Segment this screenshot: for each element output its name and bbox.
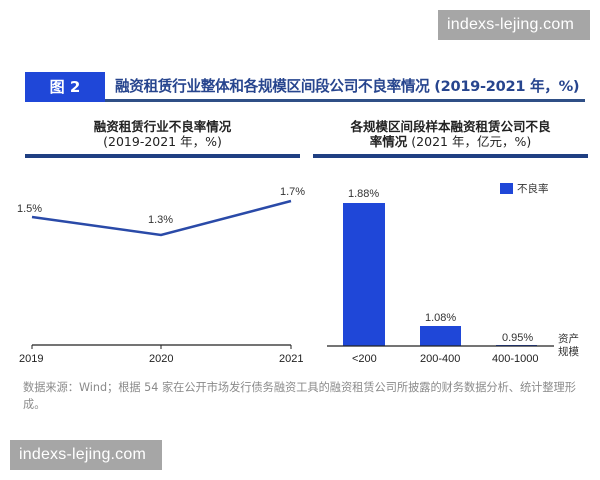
bar-chart-title-line2: 率情况	[369, 134, 408, 149]
bar-x-tick-400-1000: 400-1000	[492, 353, 539, 365]
figure-header: 图 2 融资租赁行业整体和各规模区间段公司不良率情况 (2019-2021 年，…	[25, 72, 585, 102]
bar-chart-title-line1: 各规模区间段样本融资租赁公司不良	[350, 119, 551, 134]
axis-unit-line2: 规模	[558, 346, 579, 358]
line-chart-divider	[25, 154, 300, 158]
bar-label-200-400: 1.08%	[425, 312, 456, 324]
line-chart-title-main: 融资租赁行业不良率情况	[93, 119, 232, 134]
axis-unit-line1: 资产	[558, 333, 579, 345]
legend-swatch-icon	[500, 182, 513, 194]
bar-chart: 1.88% 1.08% 0.95% <200 200-400 400-1000	[327, 188, 554, 365]
source-note: 数据来源：Wind；根据 54 家在公开市场发行债务融资工具的融资租赁公司所披露…	[23, 381, 576, 411]
legend-label: 不良率	[517, 182, 549, 195]
bar-label-400-1000: 0.95%	[502, 332, 533, 344]
line-chart-title: 融资租赁行业不良率情况 (2019-2021 年，%)	[25, 119, 300, 149]
line-series	[31, 199, 292, 237]
bar-label-lt-200: 1.88%	[348, 188, 379, 200]
bar-chart-x-axis-title: 资产 规模	[558, 333, 588, 359]
bar-lt-200	[343, 203, 385, 346]
bar-x-tick-200-400: 200-400	[420, 353, 460, 365]
bar-x-tick-lt-200: <200	[352, 353, 377, 365]
line-point-label-2020: 1.3%	[148, 214, 173, 226]
figure-title: 融资租赁行业整体和各规模区间段公司不良率情况 (2019-2021 年，%)	[115, 78, 580, 95]
bar-chart-title: 各规模区间段样本融资租赁公司不良 率情况 (2021 年，亿元，%)	[313, 119, 588, 149]
line-x-tick-2019: 2019	[19, 353, 43, 365]
line-point-label-2021: 1.7%	[280, 186, 305, 198]
bar-chart-legend: 不良率	[500, 181, 549, 195]
figure-number-badge: 图 2	[25, 72, 105, 102]
line-x-tick-2021: 2021	[279, 353, 303, 365]
line-x-tick-2020: 2020	[149, 353, 173, 365]
bar-chart-divider	[313, 154, 588, 158]
watermark-top: indexs-lejing.com	[438, 10, 590, 40]
bar-200-400	[420, 326, 461, 346]
line-point-label-2019: 1.5%	[17, 203, 42, 215]
bar-chart-title-suffix: (2021 年，亿元，%)	[407, 134, 532, 149]
line-chart-subtitle: (2019-2021 年，%)	[103, 134, 222, 149]
line-chart: 1.5% 1.3% 1.7% 2019 2020 2021	[17, 186, 305, 365]
watermark-bottom: indexs-lejing.com	[10, 440, 162, 470]
